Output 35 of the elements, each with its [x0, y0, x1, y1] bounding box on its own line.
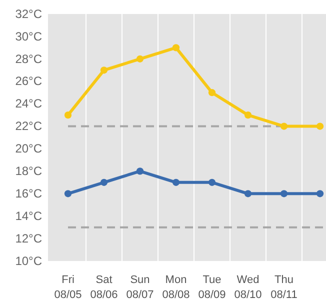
y-tick-label: 10°C — [15, 254, 42, 268]
point — [172, 44, 180, 52]
point — [100, 66, 108, 74]
y-tick-label: 26°C — [15, 74, 42, 88]
point — [64, 190, 72, 198]
x-tick-label: Tue 08/09 — [198, 274, 226, 301]
x-tick-label: Wed 08/10 — [234, 274, 262, 301]
y-tick-label: 32°C — [15, 6, 42, 21]
point — [208, 89, 216, 96]
y-tick-label: 18°C — [15, 164, 42, 178]
y-tick-label: 30°C — [15, 29, 42, 44]
x-tick-label: Sat 08/06 — [90, 274, 118, 301]
y-tick-label: 12°C — [15, 231, 42, 246]
x-tick-label: Fri 08/05 — [54, 274, 82, 301]
point — [136, 168, 144, 175]
point — [244, 190, 252, 198]
x-tick-label: Thu 08/11 — [270, 274, 298, 301]
y-tick-label: 20°C — [15, 142, 42, 156]
y-tick-label: 16°C — [15, 186, 42, 200]
y-tick-label: 28°C — [15, 52, 42, 66]
y-tick-label: 24°C — [15, 96, 42, 111]
point — [316, 190, 324, 198]
y-tick-label: 22°C — [15, 119, 42, 134]
y-tick-label: 14°C — [15, 208, 42, 223]
x-tick-label: Sun 08/07 — [126, 274, 154, 301]
point — [280, 190, 288, 198]
point — [136, 55, 144, 62]
point — [100, 178, 108, 186]
point — [64, 111, 72, 119]
point — [316, 122, 324, 130]
x-tick-label: Mon 08/08 — [162, 274, 190, 301]
point — [208, 178, 216, 186]
point — [172, 178, 180, 186]
point — [244, 111, 252, 119]
point — [280, 122, 288, 130]
